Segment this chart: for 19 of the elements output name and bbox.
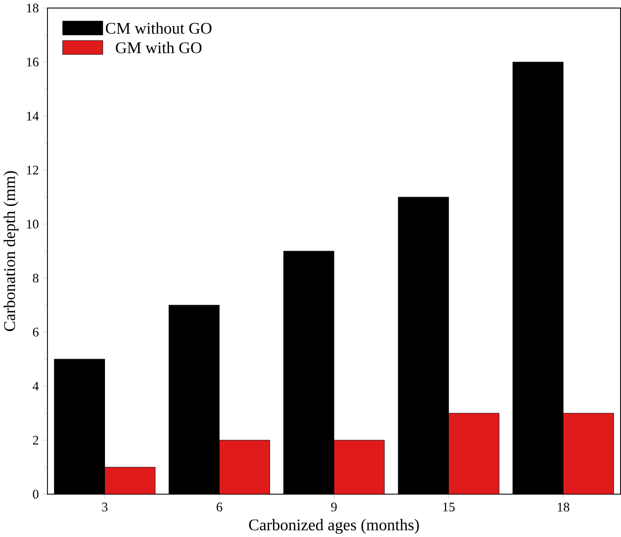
y-tick-label: 10 — [27, 219, 38, 228]
y-tick-label: 12 — [27, 166, 38, 174]
y-tick-label: 2 — [32, 436, 38, 444]
y-axis-title: Carbonation depth (mm) — [4, 170, 18, 331]
y-tick-label: 0 — [32, 490, 38, 498]
legend-label: CM without GO — [106, 22, 212, 34]
legend-label: GM with GO — [116, 42, 202, 54]
x-tick-label: 9 — [331, 502, 337, 512]
x-tick-label: 3 — [102, 502, 108, 512]
x-tick-label: 18 — [558, 502, 570, 512]
x-tick-label: 15 — [443, 502, 455, 512]
x-tick-label: 6 — [216, 502, 222, 512]
y-tick-label: 4 — [32, 382, 39, 390]
y-tick-label: 14 — [27, 112, 39, 120]
y-tick-label: 8 — [32, 274, 38, 282]
y-tick-label: 6 — [32, 328, 39, 336]
y-tick-label: 16 — [27, 57, 39, 66]
x-axis-title: Carbonized ages (months) — [249, 518, 419, 534]
y-tick-label: 18 — [27, 3, 38, 12]
